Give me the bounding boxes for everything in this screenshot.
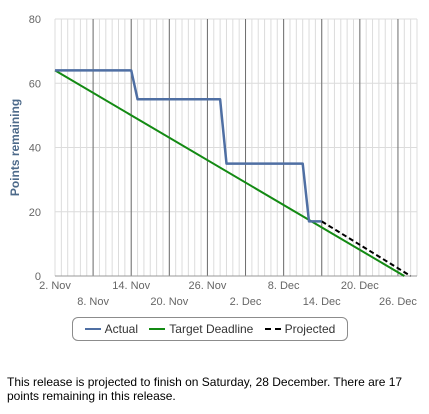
- burndown-chart: 0 20 40 60 80 Points remaining 2. Nov 14. Nov 26…: [8, 14, 418, 308]
- x-tick-label: 8. Dec: [268, 280, 300, 292]
- y-axis-title: Points remaining: [8, 99, 22, 196]
- legend-label-actual: Actual: [104, 322, 138, 336]
- x-tick-label: 14. Nov: [112, 280, 150, 292]
- y-tick-label: 60: [29, 78, 41, 90]
- x-tick-label: 20. Dec: [341, 280, 379, 292]
- x-tick-label: 8. Nov: [77, 296, 109, 308]
- y-tick-label: 80: [29, 14, 41, 26]
- x-tick-label: 2. Nov: [39, 280, 71, 292]
- legend-item-target-deadline[interactable]: Target Deadline: [149, 322, 253, 336]
- legend-label-target-deadline: Target Deadline: [169, 322, 254, 336]
- series-line-projected: [321, 220, 412, 277]
- legend-swatch-projected: [264, 328, 281, 330]
- legend-swatch-target-deadline: [149, 328, 166, 330]
- y-tick-label: 40: [29, 143, 41, 155]
- release-projection-summary: This release is projected to finish on S…: [7, 375, 403, 403]
- legend-item-actual[interactable]: Actual: [84, 322, 138, 336]
- legend-item-projected[interactable]: Projected: [264, 322, 336, 336]
- y-tick-label: 0: [35, 271, 41, 283]
- legend-swatch-actual: [84, 328, 101, 330]
- x-tick-label: 20. Nov: [150, 296, 188, 308]
- x-tick-label: 26. Nov: [188, 280, 226, 292]
- x-tick-label: 2. Dec: [230, 296, 262, 308]
- y-tick-label: 20: [29, 207, 41, 219]
- chart-legend: Actual Target Deadline Projected: [72, 317, 348, 341]
- series-line-target: [54, 69, 405, 277]
- x-tick-label: 14. Dec: [303, 296, 341, 308]
- legend-label-projected: Projected: [284, 322, 336, 336]
- x-tick-label: 26. Dec: [379, 296, 417, 308]
- series-line-actual: [55, 69, 322, 223]
